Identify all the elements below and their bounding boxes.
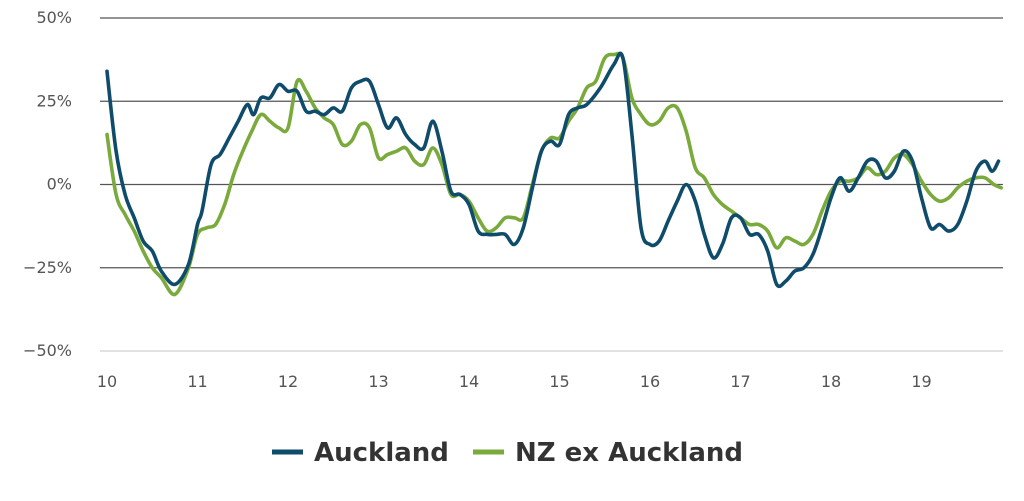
series-line-auckland <box>105 51 1001 289</box>
legend-label-auckland: Auckland <box>314 438 449 468</box>
y-tick-label: −25% <box>23 258 72 277</box>
x-tick-label: 15 <box>549 372 569 391</box>
legend-label-nz-ex-auckland: NZ ex Auckland <box>515 438 743 468</box>
x-axis-ticks: 10 11 12 13 14 15 16 17 18 19 <box>97 372 932 391</box>
x-tick-label: 11 <box>187 372 207 391</box>
y-tick-label: 25% <box>36 91 72 110</box>
x-tick-label: 16 <box>640 372 660 391</box>
y-tick-label: 50% <box>36 8 72 27</box>
legend: Auckland NZ ex Auckland <box>272 438 743 468</box>
y-tick-label: −50% <box>23 341 72 360</box>
x-tick-label: 18 <box>821 372 841 391</box>
y-tick-label: 0% <box>47 175 72 194</box>
x-tick-label: 14 <box>459 372 479 391</box>
x-tick-label: 10 <box>97 372 117 391</box>
x-tick-label: 17 <box>730 372 750 391</box>
x-tick-label: 19 <box>911 372 931 391</box>
series-lines <box>105 51 1003 297</box>
x-tick-label: 13 <box>368 372 388 391</box>
x-tick-label: 12 <box>278 372 298 391</box>
y-axis-ticks: 50% 25% 0% −25% −50% <box>23 8 72 360</box>
gridlines <box>100 17 1003 352</box>
series-line-nz-ex-auckland <box>105 51 1003 297</box>
